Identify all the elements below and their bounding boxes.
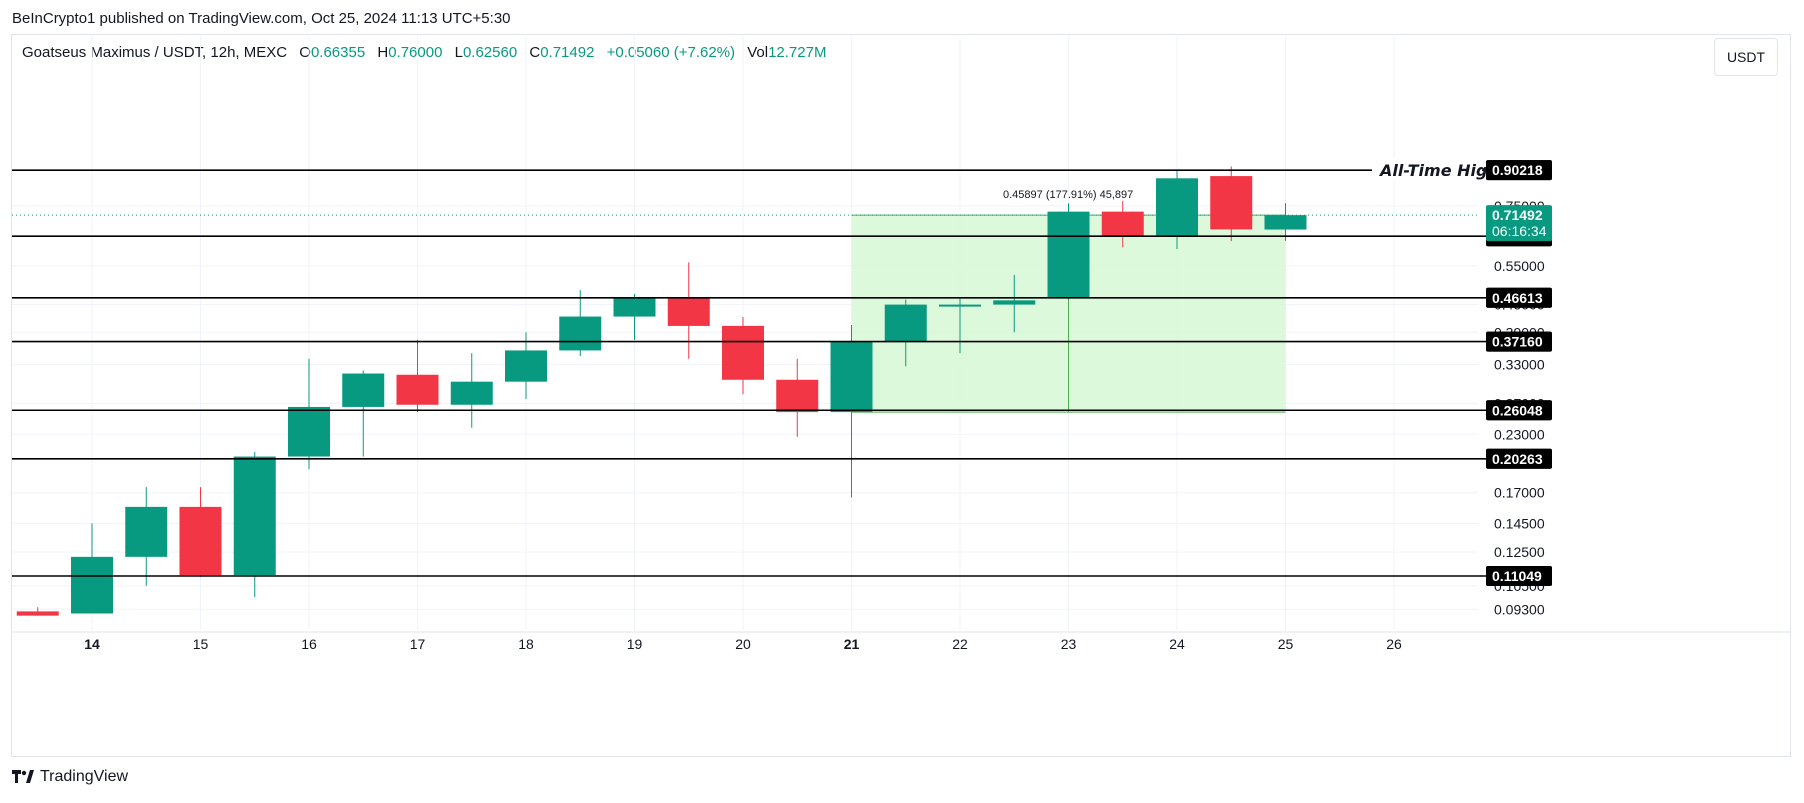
candle-down[interactable] <box>776 379 819 413</box>
candle-up[interactable] <box>233 456 276 576</box>
x-axis-tick-label: 20 <box>735 636 751 652</box>
x-axis-tick-label: 15 <box>193 636 209 652</box>
legend-low-value: 0.62560 <box>462 44 518 61</box>
level-price-tag <box>1486 160 1552 181</box>
candle-up[interactable] <box>1156 178 1198 237</box>
level-price-label: 0.37160 <box>1492 334 1543 350</box>
y-axis-tick-label: 0.09300 <box>1494 601 1545 617</box>
chart-frame <box>11 34 1791 757</box>
candle-up[interactable] <box>939 304 981 307</box>
candle-down[interactable] <box>667 297 710 326</box>
level-price-label: 0.11049 <box>1492 568 1542 584</box>
y-axis-tick-label: 0.55000 <box>1494 258 1545 274</box>
candle-up[interactable] <box>1047 211 1090 298</box>
ath-label: All-Time High <box>1378 161 1499 180</box>
legend-vol-label: Vol <box>747 44 769 61</box>
legend-close-label: C <box>529 44 541 61</box>
legend-high-value: 0.76000 <box>388 44 443 61</box>
candle-up[interactable] <box>993 300 1036 305</box>
y-axis-tick-label: 0.17000 <box>1494 485 1545 501</box>
candle-down[interactable] <box>722 325 764 380</box>
x-axis-tick-label: 24 <box>1169 636 1185 652</box>
candle-down[interactable] <box>1210 176 1253 230</box>
symbol-legend: Goatseus Maximus / USDT, 12h, MEXC O0.66… <box>22 44 826 61</box>
level-price-tag <box>1486 287 1552 308</box>
candle-up[interactable] <box>830 341 873 413</box>
candle-down[interactable] <box>1101 211 1144 237</box>
candle-up[interactable] <box>559 316 602 351</box>
bar-countdown-label: 06:16:34 <box>1492 223 1547 239</box>
x-axis-tick-label: 23 <box>1061 636 1077 652</box>
last-price-label: 0.71492 <box>1492 207 1543 223</box>
level-price-label: 0.46613 <box>1492 290 1543 306</box>
legend-low-label: L <box>454 44 463 61</box>
legend-symbol[interactable]: Goatseus Maximus / USDT, 12h, MEXC <box>22 44 288 61</box>
level-price-label: 0.26048 <box>1492 402 1543 418</box>
candle-up[interactable] <box>288 406 330 457</box>
x-axis-tick-label: 17 <box>410 636 426 652</box>
level-price-tag <box>1486 566 1552 586</box>
y-axis-tick-label: 0.23000 <box>1494 426 1545 442</box>
footer-branding: TradingView <box>12 768 128 786</box>
last-price-tag <box>1486 205 1552 242</box>
y-axis-tick-label: 0.33000 <box>1494 357 1545 373</box>
x-axis-tick-label: 19 <box>627 636 643 652</box>
level-price-tag <box>1486 331 1552 352</box>
legend-open-value: 0.66355 <box>310 44 366 61</box>
legend-high-label: H <box>377 44 389 61</box>
candle-up[interactable] <box>1264 215 1307 230</box>
ath-label-bg <box>1372 158 1482 181</box>
x-axis-tick-label: 16 <box>301 636 317 652</box>
legend-open-label: O <box>299 44 311 61</box>
level-price-label: 0.90218 <box>1492 162 1543 178</box>
x-axis-tick-label: 18 <box>518 636 534 652</box>
x-axis-tick-label: 14 <box>84 636 100 652</box>
level-price-tag <box>1486 400 1552 421</box>
candle-up[interactable] <box>450 381 493 405</box>
legend-close-value: 0.71492 <box>540 44 595 61</box>
candle-down[interactable] <box>16 611 59 616</box>
y-axis-tick-label: 0.14500 <box>1494 515 1545 531</box>
y-axis-tick-label: 0.12500 <box>1494 544 1545 560</box>
measure-label: 0.45897 (177.91%) 45,897 <box>1003 189 1133 201</box>
legend-change: +0.05060 (+7.62%) <box>606 44 736 61</box>
currency-button[interactable]: USDT <box>1714 38 1778 76</box>
candle-up[interactable] <box>125 506 168 557</box>
x-axis-tick-label: 25 <box>1278 636 1294 652</box>
level-price-tag <box>1486 448 1552 469</box>
x-axis-tick-label: 22 <box>952 636 968 652</box>
candle-up[interactable] <box>613 297 656 317</box>
x-axis-tick-label: 21 <box>844 636 860 652</box>
candle-up[interactable] <box>884 304 927 342</box>
x-axis-tick-label: 26 <box>1386 636 1402 652</box>
footer-brand-text: TradingView <box>40 768 129 785</box>
candle-up[interactable] <box>505 350 547 382</box>
candle-up[interactable] <box>342 373 385 407</box>
level-price-label: 0.20263 <box>1492 451 1543 467</box>
legend-vol-value: 12.727M <box>768 44 827 61</box>
candle-down[interactable] <box>396 374 439 405</box>
candle-down[interactable] <box>179 506 222 576</box>
tradingview-logo-icon <box>12 770 34 783</box>
publisher-line: BeInCrypto1 published on TradingView.com… <box>12 10 511 27</box>
candle-up[interactable] <box>71 556 113 614</box>
